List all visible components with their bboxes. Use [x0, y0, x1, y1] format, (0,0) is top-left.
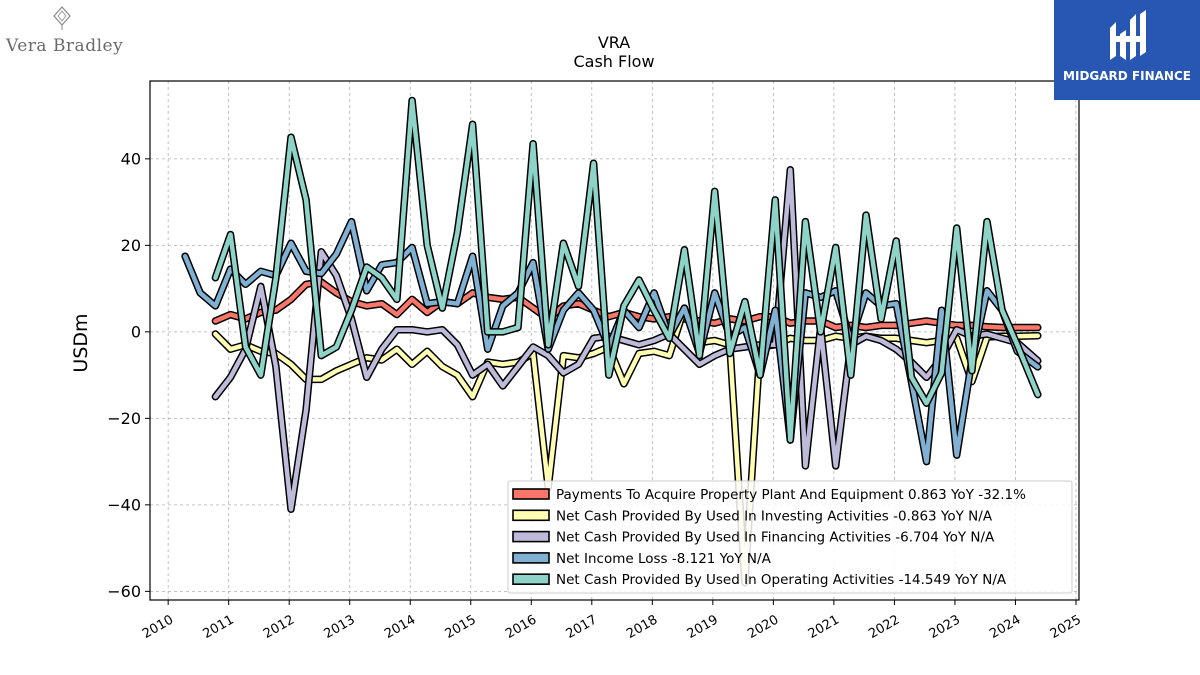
- chart-title: VRA: [598, 33, 630, 52]
- vera-bradley-brand-name: Vera Bradley: [6, 36, 124, 56]
- y-tick-label: −40: [107, 495, 141, 514]
- midgard-finance-brand-name: MIDGARD FINANCE: [1063, 69, 1191, 83]
- plot-frame: [149, 80, 1080, 601]
- chart-subtitle: Cash Flow: [573, 52, 654, 71]
- legend-label-5: Net Cash Provided By Used In Operating A…: [556, 572, 1007, 588]
- y-tick-label: 20: [121, 236, 141, 255]
- midgard-finance-logo-icon: [1110, 10, 1146, 60]
- legend: Payments To Acquire Property Plant And E…: [507, 480, 1073, 594]
- legend-label-3: Net Cash Provided By Used In Financing A…: [556, 530, 995, 546]
- y-tick-label: 0: [131, 322, 141, 341]
- legend-frame: [507, 480, 1073, 594]
- legend-swatch-5: [512, 573, 550, 586]
- y-tick-label: −20: [107, 409, 141, 428]
- legend-swatch-4: [512, 552, 550, 564]
- legend-label-4: Net Income Loss -8.121 YoY N/A: [556, 551, 772, 567]
- y-tick-label: −60: [107, 582, 141, 601]
- legend-swatch-3: [512, 530, 550, 543]
- series-lines: [181, 96, 1042, 587]
- vera-bradley-diamond-logo-icon: [53, 6, 71, 30]
- vera-bradley-logo: Vera Bradley: [6, 6, 124, 62]
- y-tick-label: 40: [121, 149, 141, 168]
- legend-swatch-2: [512, 509, 550, 522]
- legend-swatch-1: [512, 488, 550, 500]
- legend-label-1: Payments To Acquire Property Plant And E…: [556, 487, 1026, 503]
- y-axis-label: USDm: [70, 313, 92, 372]
- midgard-finance-logo: MIDGARD FINANCE: [1054, 0, 1200, 100]
- series-line-5: [213, 98, 1041, 443]
- series-line-2: [213, 305, 1041, 585]
- legend-label-2: Net Cash Provided By Used In Investing A…: [556, 508, 993, 524]
- y-axis-ticks: −60 −40 −20 0 20 40: [107, 149, 150, 601]
